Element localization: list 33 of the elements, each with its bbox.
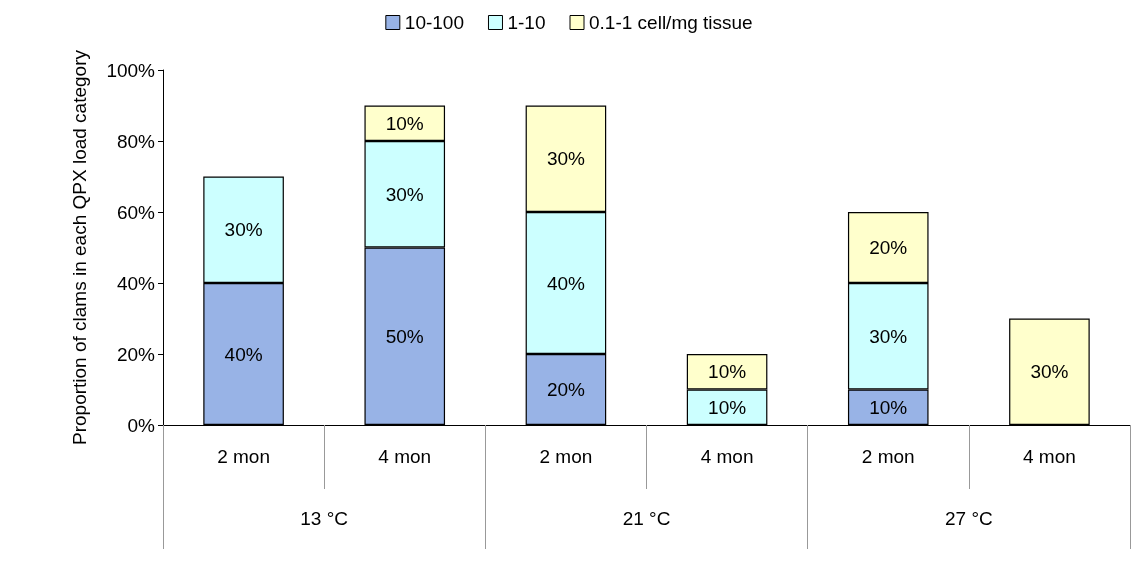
legend-label: 10-100	[404, 12, 464, 33]
data-label: 10%	[869, 396, 908, 418]
y-tick-label: 100%	[106, 59, 156, 81]
data-label: 30%	[224, 219, 263, 241]
data-label: 40%	[546, 272, 586, 294]
y-tick-label: 40%	[116, 272, 156, 294]
x-tick-label: 2 mon	[217, 446, 270, 467]
data-label: 30%	[385, 183, 424, 205]
y-tick-label: 60%	[116, 201, 156, 223]
data-label: 50%	[385, 325, 424, 347]
text: 21 °C	[622, 508, 671, 529]
data-label: 30%	[546, 148, 586, 170]
data-label: 30%	[1030, 361, 1069, 383]
data-label: 10%	[708, 361, 747, 383]
legend-label: 1-10	[507, 12, 546, 33]
y-tick-label: 20%	[116, 343, 156, 365]
data-label: 30%	[869, 325, 908, 347]
x-tick-label: 4 mon	[378, 446, 432, 467]
x-tick-label: 4 mon	[700, 446, 754, 467]
y-tick-label: 80%	[116, 130, 156, 152]
data-label: 10%	[385, 112, 424, 134]
data-label: 20%	[546, 379, 586, 400]
x-tick-label: 2 mon	[861, 446, 915, 467]
text: 13 °C	[300, 508, 349, 529]
legend-label: 0.1-1 cell/mg tissue	[589, 12, 753, 33]
x-tick-label: 4 mon	[1023, 446, 1076, 467]
x-tick-label: 2 mon	[539, 446, 593, 467]
data-label: 40%	[224, 343, 263, 365]
data-label: 20%	[869, 237, 908, 258]
data-label: 10%	[708, 396, 747, 418]
text: 27 °C	[944, 508, 993, 529]
y-axis-title: Proportion of clams in each QPX load category	[68, 49, 90, 445]
y-tick-label: 0%	[127, 414, 156, 436]
